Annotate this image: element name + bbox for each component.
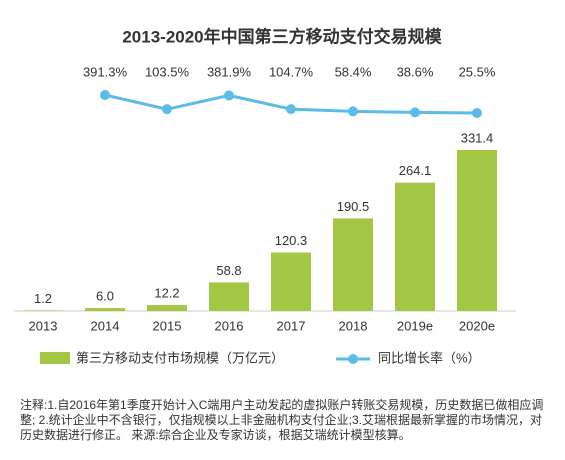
bar-value-label: 190.5 bbox=[337, 199, 370, 214]
x-tick-label: 2017 bbox=[277, 318, 306, 333]
bar-value-label: 331.4 bbox=[461, 130, 494, 145]
legend-swatch bbox=[348, 354, 358, 364]
chart-title: 2013-2020年中国第三方移动支付交易规模 bbox=[122, 26, 442, 46]
growth-point bbox=[348, 106, 358, 117]
bar bbox=[209, 282, 249, 311]
growth-point bbox=[410, 107, 420, 118]
x-tick-label: 2015 bbox=[153, 318, 182, 333]
growth-point bbox=[224, 90, 234, 101]
bar bbox=[85, 308, 125, 311]
bar-value-label: 58.8 bbox=[216, 263, 241, 278]
x-tick-label: 2016 bbox=[215, 318, 244, 333]
line-value-label: 58.4% bbox=[335, 64, 372, 79]
x-tick-label: 2018 bbox=[339, 318, 368, 333]
line-value-label: 38.6% bbox=[397, 64, 434, 79]
bar bbox=[147, 305, 187, 311]
x-tick-label: 2020e bbox=[459, 318, 495, 333]
line-value-label: 104.7% bbox=[269, 64, 314, 79]
x-tick-label: 2014 bbox=[91, 318, 120, 333]
growth-point bbox=[286, 104, 296, 115]
line-value-label: 391.3% bbox=[83, 64, 128, 79]
growth-point bbox=[162, 104, 172, 115]
bar-value-label: 120.3 bbox=[275, 233, 308, 248]
bar bbox=[333, 218, 373, 311]
bar-value-label: 264.1 bbox=[399, 163, 432, 178]
x-tick-label: 2019e bbox=[397, 318, 433, 333]
legend-label: 第三方移动支付市场规模（万亿元） bbox=[76, 350, 284, 365]
growth-point bbox=[100, 90, 110, 100]
legend-label: 同比增长率（%） bbox=[378, 350, 481, 365]
bar bbox=[457, 150, 497, 311]
bar bbox=[271, 252, 311, 311]
x-tick-label: 2013 bbox=[29, 318, 58, 333]
bar-value-label: 12.2 bbox=[154, 286, 179, 301]
bar-value-label: 6.0 bbox=[96, 289, 114, 304]
growth-point bbox=[472, 108, 482, 118]
note: 注释:1.自2016年第1季度开始计入C端用户主动发起的虚拟账户转账交易规模，历… bbox=[20, 398, 544, 442]
bar bbox=[23, 310, 63, 311]
line-value-label: 381.9% bbox=[207, 64, 252, 79]
bar-value-label: 1.2 bbox=[34, 291, 52, 306]
legend-swatch bbox=[40, 352, 70, 364]
line-value-label: 103.5% bbox=[145, 64, 190, 79]
bar bbox=[395, 182, 435, 311]
line-value-label: 25.5% bbox=[459, 64, 496, 79]
